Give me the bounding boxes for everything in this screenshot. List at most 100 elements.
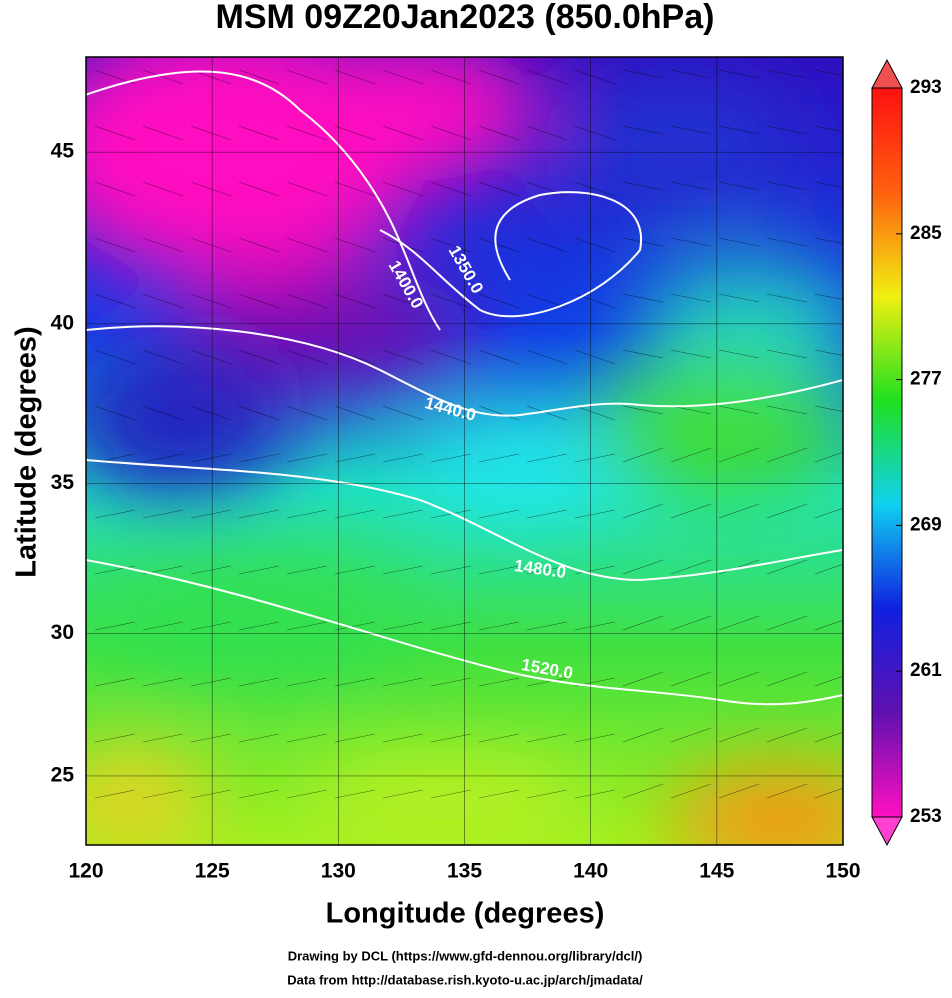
contour-line <box>86 70 441 331</box>
contour-line <box>379 191 643 318</box>
streamline <box>430 125 472 141</box>
contour-line <box>86 325 843 417</box>
streamline <box>526 565 568 575</box>
streamline <box>286 789 328 799</box>
streamline <box>718 615 760 631</box>
streamline <box>622 503 664 519</box>
streamline <box>670 69 712 79</box>
contour-line <box>86 459 843 582</box>
streamline <box>478 125 520 141</box>
streamline <box>478 677 520 687</box>
streamline <box>430 69 472 85</box>
streamline <box>286 69 328 85</box>
streamline <box>622 69 664 79</box>
streamline <box>478 181 520 197</box>
x-tick-label: 145 <box>699 860 734 883</box>
streamline <box>286 125 328 141</box>
streamline <box>94 405 136 421</box>
streamline <box>814 787 843 799</box>
streamline <box>814 237 843 244</box>
streamline <box>94 509 136 519</box>
streamline <box>670 503 712 519</box>
streamline <box>814 293 843 300</box>
streamline <box>286 293 328 309</box>
streamline <box>382 789 424 799</box>
streamline <box>622 783 664 799</box>
streamline <box>622 349 664 359</box>
streamline <box>430 293 472 309</box>
streamline <box>238 349 280 365</box>
streamline <box>622 559 664 575</box>
streamline <box>766 447 808 463</box>
streamline <box>526 181 568 197</box>
streamline <box>94 789 136 799</box>
streamline <box>814 405 843 412</box>
streamline <box>382 565 424 575</box>
streamline <box>286 453 328 463</box>
streamline <box>286 349 328 365</box>
x-tick-label: 120 <box>68 860 103 883</box>
streamline <box>190 237 232 253</box>
streamline <box>238 181 280 197</box>
streamline <box>190 789 232 799</box>
streamline <box>622 181 664 191</box>
streamline <box>814 507 843 519</box>
streamline <box>382 405 424 421</box>
streamline <box>622 671 664 687</box>
streamline <box>766 125 808 135</box>
streamline <box>190 677 232 687</box>
streamline <box>382 69 424 85</box>
streamline <box>766 293 808 303</box>
streamline <box>766 727 808 743</box>
streamline <box>430 733 472 743</box>
streamline <box>574 181 616 197</box>
y-axis-label: Latitude (degrees) <box>11 326 43 577</box>
streamline <box>478 405 520 421</box>
streamline <box>814 181 843 188</box>
streamline <box>622 615 664 631</box>
streamline <box>94 181 136 197</box>
credit: Data from http://database.rish.kyoto-u.a… <box>287 972 643 987</box>
streamline <box>574 453 616 463</box>
temperature-field <box>86 57 843 845</box>
streamline <box>814 69 843 76</box>
streamline <box>238 293 280 309</box>
streamline <box>382 181 424 197</box>
streamline <box>238 789 280 799</box>
streamline <box>814 125 843 132</box>
streamline <box>430 405 472 421</box>
streamline <box>766 181 808 191</box>
streamline <box>190 293 232 309</box>
streamline <box>814 349 843 356</box>
x-tick-label: 130 <box>321 860 356 883</box>
x-tick-label: 125 <box>195 860 230 883</box>
streamline <box>478 789 520 799</box>
x-axis-label: Longitude (degrees) <box>326 898 605 930</box>
streamline <box>430 453 472 463</box>
streamline <box>766 671 808 687</box>
streamline <box>142 405 184 421</box>
streamline <box>766 783 808 799</box>
streamline <box>814 563 843 575</box>
streamline <box>94 565 136 575</box>
streamline <box>430 789 472 799</box>
streamline <box>670 293 712 303</box>
streamline <box>190 509 232 519</box>
streamline <box>574 293 616 309</box>
streamline <box>238 405 280 421</box>
colorbar-extension <box>871 58 903 89</box>
streamline <box>190 181 232 197</box>
streamline <box>814 731 843 743</box>
streamline <box>94 237 136 253</box>
streamline <box>94 125 136 141</box>
streamline <box>766 349 808 359</box>
streamline <box>238 69 280 85</box>
streamline <box>622 405 664 415</box>
streamline <box>670 727 712 743</box>
streamline <box>478 453 520 463</box>
streamline <box>574 349 616 365</box>
streamline <box>526 69 568 85</box>
streamline <box>382 293 424 309</box>
streamline <box>670 181 712 191</box>
